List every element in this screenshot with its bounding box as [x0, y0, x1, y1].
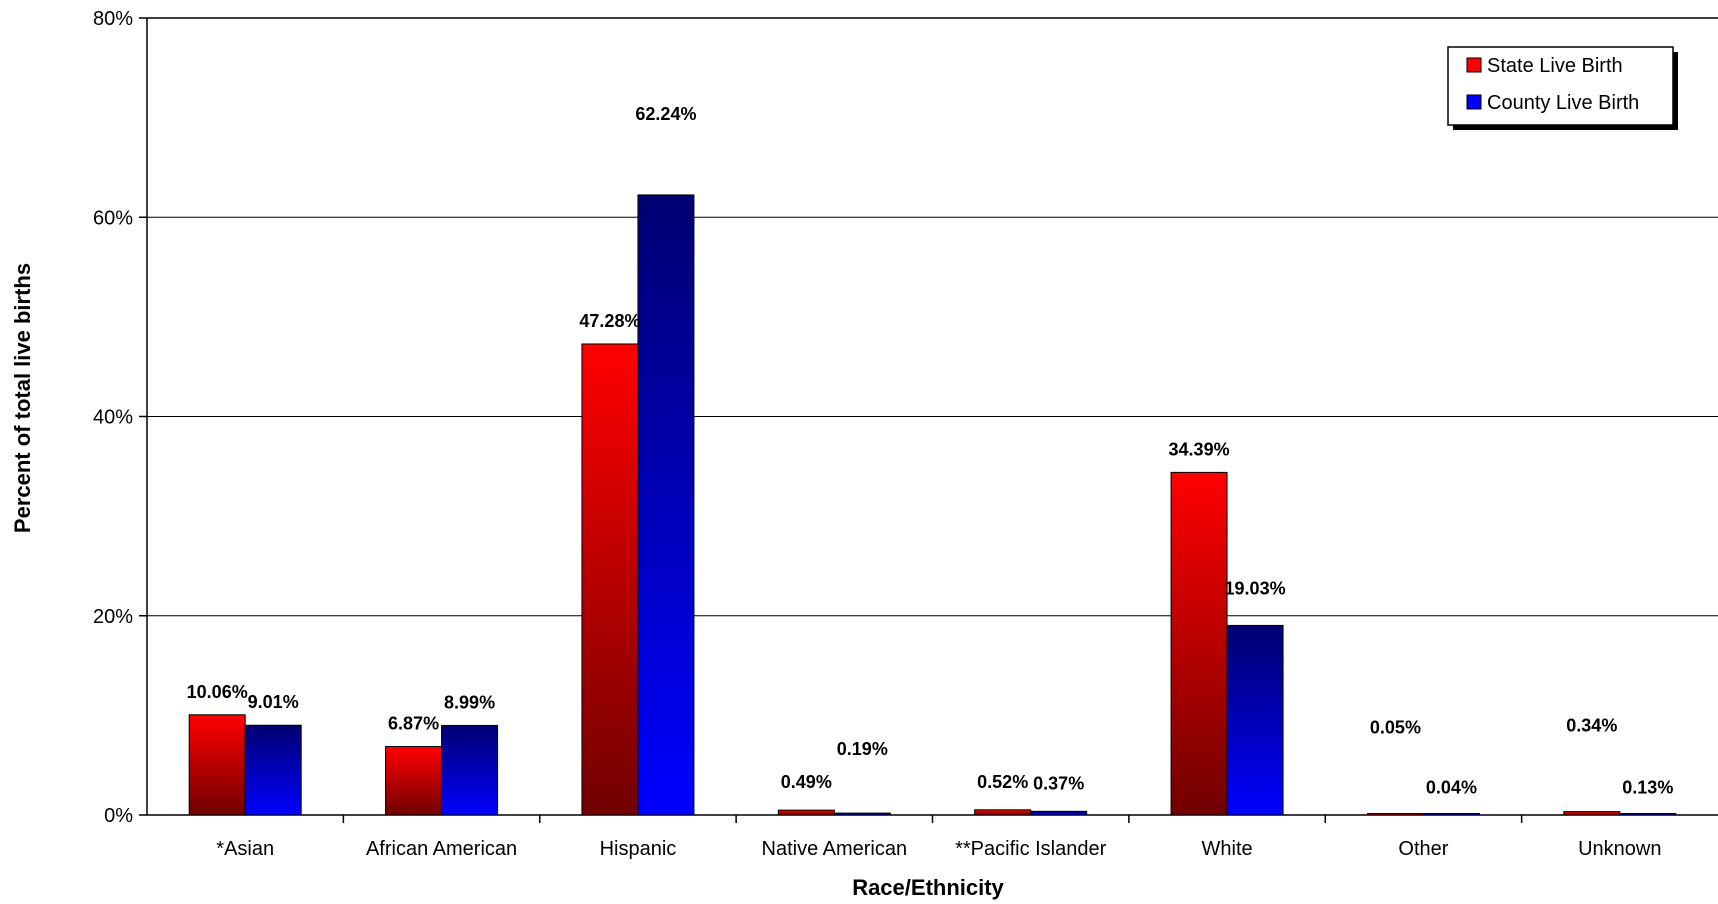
legend-label-county: County Live Birth — [1487, 92, 1639, 114]
bar-county — [1422, 813, 1480, 816]
bar-state — [777, 809, 835, 816]
y-tick-label: 20% — [93, 606, 133, 628]
data-label-state: 0.52% — [977, 772, 1028, 792]
data-label-state: 0.49% — [781, 772, 832, 792]
bar-county — [441, 724, 499, 816]
x-tick-label: Hispanic — [600, 838, 677, 860]
data-label-state: 0.05% — [1370, 718, 1421, 738]
x-axis-title: Race/Ethnicity — [852, 875, 1004, 900]
x-tick-label: *Asian — [216, 838, 274, 860]
axes — [139, 17, 1718, 823]
x-tick-label: Unknown — [1578, 838, 1661, 860]
y-axis-title: Percent of total live births — [10, 263, 35, 533]
data-label-county: 9.01% — [248, 692, 299, 712]
data-label-state: 34.39% — [1169, 439, 1230, 459]
data-label-state: 6.87% — [388, 714, 439, 734]
data-label-state: 10.06% — [187, 682, 248, 702]
x-tick-label: White — [1202, 838, 1253, 860]
x-tick-label: Other — [1398, 838, 1448, 860]
bar-state — [1366, 813, 1424, 816]
data-label-county: 0.13% — [1622, 778, 1673, 798]
bar-state — [385, 746, 443, 816]
y-tick-label: 0% — [104, 805, 133, 827]
category-labels: *Asian African American Hispanic Native Ame… — [216, 838, 1661, 860]
bar-county — [244, 724, 302, 816]
data-label-state: 47.28% — [579, 311, 640, 331]
y-tick-label: 60% — [93, 207, 133, 229]
data-label-county: 0.37% — [1033, 773, 1084, 793]
data-label-county: 0.04% — [1426, 778, 1477, 798]
y-tick-labels: 0% 20% 40% 60% 80% — [93, 8, 133, 827]
bars — [188, 194, 1677, 816]
data-label-county: 62.24% — [635, 104, 696, 124]
x-tick-label: **Pacific Islander — [955, 838, 1107, 860]
y-tick-label: 40% — [93, 407, 133, 429]
y-tick-label: 80% — [93, 8, 133, 30]
bar-state — [1563, 811, 1621, 816]
bar-county — [1030, 810, 1088, 816]
data-label-state: 0.34% — [1566, 716, 1617, 736]
bar-state — [581, 343, 639, 816]
data-label-county: 0.19% — [837, 739, 888, 759]
x-tick-label: Native American — [762, 838, 908, 860]
legend-swatch-state — [1466, 57, 1482, 73]
bar-county — [833, 812, 891, 816]
data-label-county: 8.99% — [444, 692, 495, 712]
legend-swatch-county — [1466, 94, 1482, 110]
bar-state — [974, 809, 1032, 816]
data-label-county: 19.03% — [1225, 578, 1286, 598]
bar-county — [1619, 813, 1677, 816]
x-tick-label: African American — [366, 838, 517, 860]
bar-state — [1170, 471, 1228, 816]
bar-county — [1226, 624, 1284, 816]
legend-label-state: State Live Birth — [1487, 55, 1623, 77]
bar-county — [637, 194, 695, 816]
bar-state — [188, 714, 246, 816]
legend: State Live Birth County Live Birth — [1447, 46, 1678, 130]
data-labels: 10.06%9.01%6.87%8.99%47.28%62.24%0.49%0.… — [187, 104, 1674, 798]
legend-box — [1447, 46, 1674, 126]
